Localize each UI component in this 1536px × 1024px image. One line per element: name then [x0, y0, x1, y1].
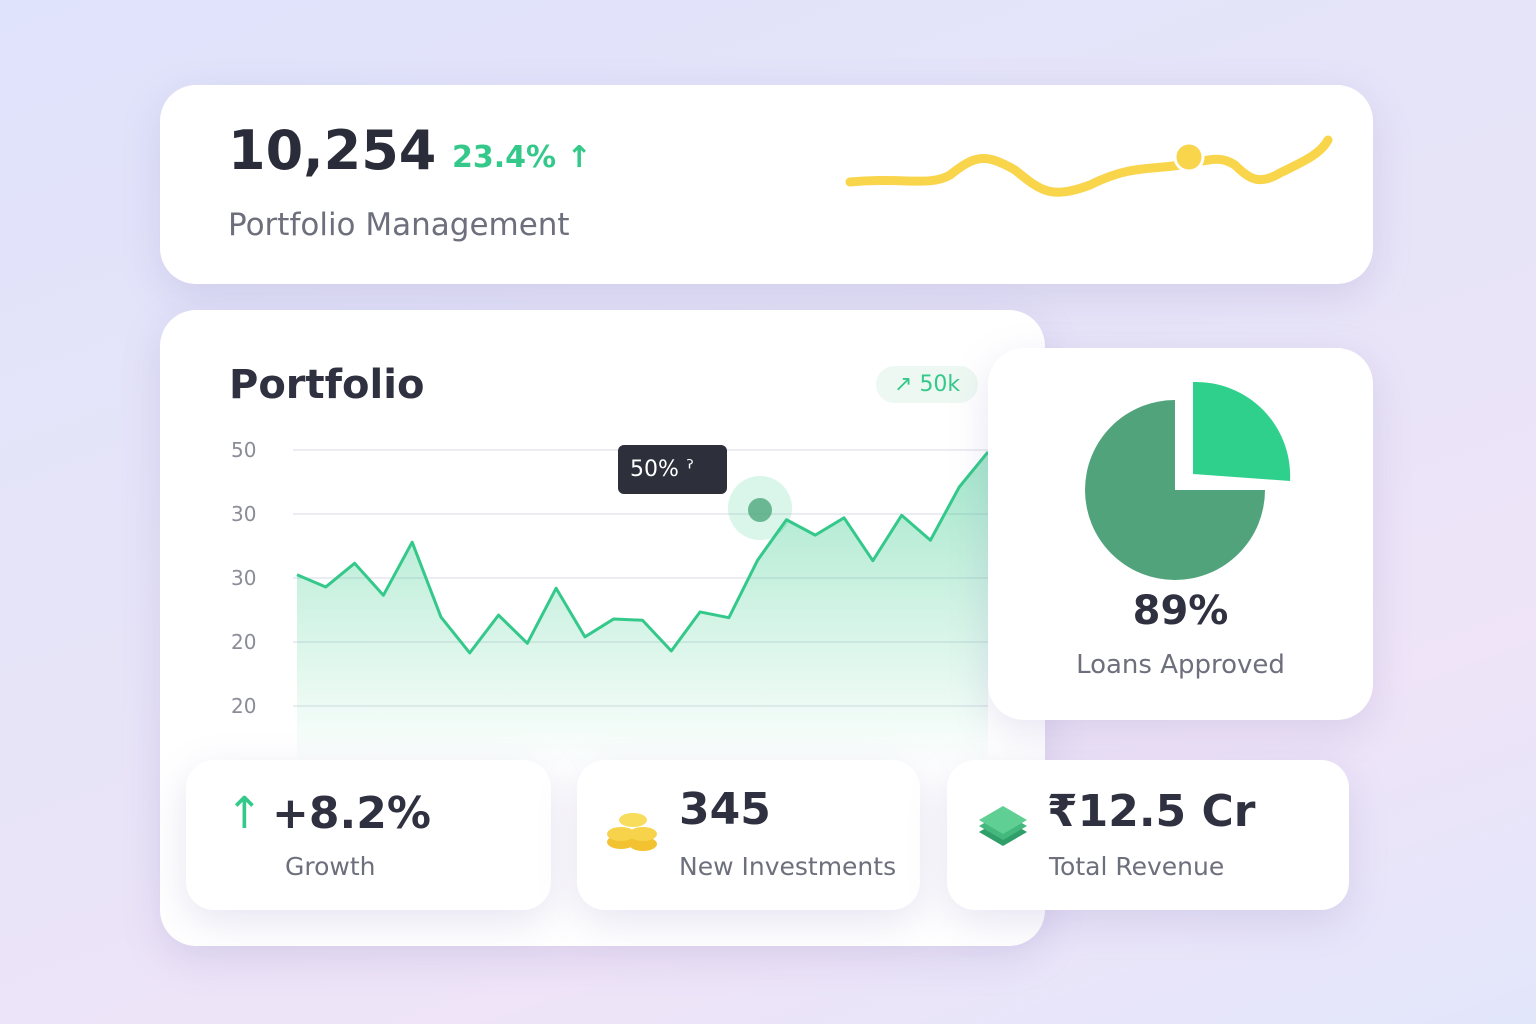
stat-label: New Investments	[679, 852, 897, 881]
pie-slice	[1193, 381, 1291, 481]
summary-label: Portfolio Management	[228, 207, 570, 243]
change-text: 23.4%	[452, 140, 557, 175]
stat-label: Growth	[285, 852, 376, 881]
stat-value: ₹12.5 Cr	[1047, 786, 1256, 837]
coins-icon	[607, 813, 657, 851]
sparkline	[845, 135, 1333, 197]
pie-slice	[1085, 400, 1265, 580]
stat-card: 345 New Investments	[577, 760, 920, 910]
area	[297, 451, 988, 770]
summary-change: 23.4% ↑	[452, 140, 592, 175]
y-tick-label: 30	[231, 502, 256, 526]
y-tick-label: 20	[231, 694, 256, 718]
y-tick-label: 20	[231, 630, 256, 654]
loans-label: Loans Approved	[1076, 650, 1285, 680]
tooltip: 50% ˀ	[618, 445, 727, 494]
pie	[1085, 381, 1291, 580]
portfolio-title: Portfolio	[229, 362, 425, 408]
sparkline-dot	[1173, 141, 1205, 173]
stat-card: ↑ +8.2% Growth	[186, 760, 551, 910]
arrow-icon: ↑	[226, 788, 263, 839]
tooltip-text: 50%	[630, 457, 679, 482]
stat-card: ₹12.5 Cr Total Revenue	[947, 760, 1349, 910]
line	[296, 450, 990, 655]
badge: ↗ 50k	[876, 366, 979, 403]
y-tick-label: 30	[231, 566, 256, 590]
stat-value: 345	[679, 784, 771, 835]
badge-text: 50k	[919, 372, 961, 397]
stat-value: +8.2%	[272, 788, 431, 839]
stat-label: Total Revenue	[1049, 852, 1225, 881]
summary-value: 10,254	[228, 119, 437, 182]
loans-card: 89% Loans Approved	[988, 348, 1373, 720]
y-tick-label: 50	[231, 438, 256, 462]
summary-card: 10,254 23.4% ↑ Portfolio Management	[160, 85, 1373, 284]
sparkline-path	[845, 135, 1333, 197]
hover-dot	[748, 498, 772, 522]
cash-icon	[979, 806, 1027, 846]
loans-value: 89%	[1132, 588, 1229, 634]
